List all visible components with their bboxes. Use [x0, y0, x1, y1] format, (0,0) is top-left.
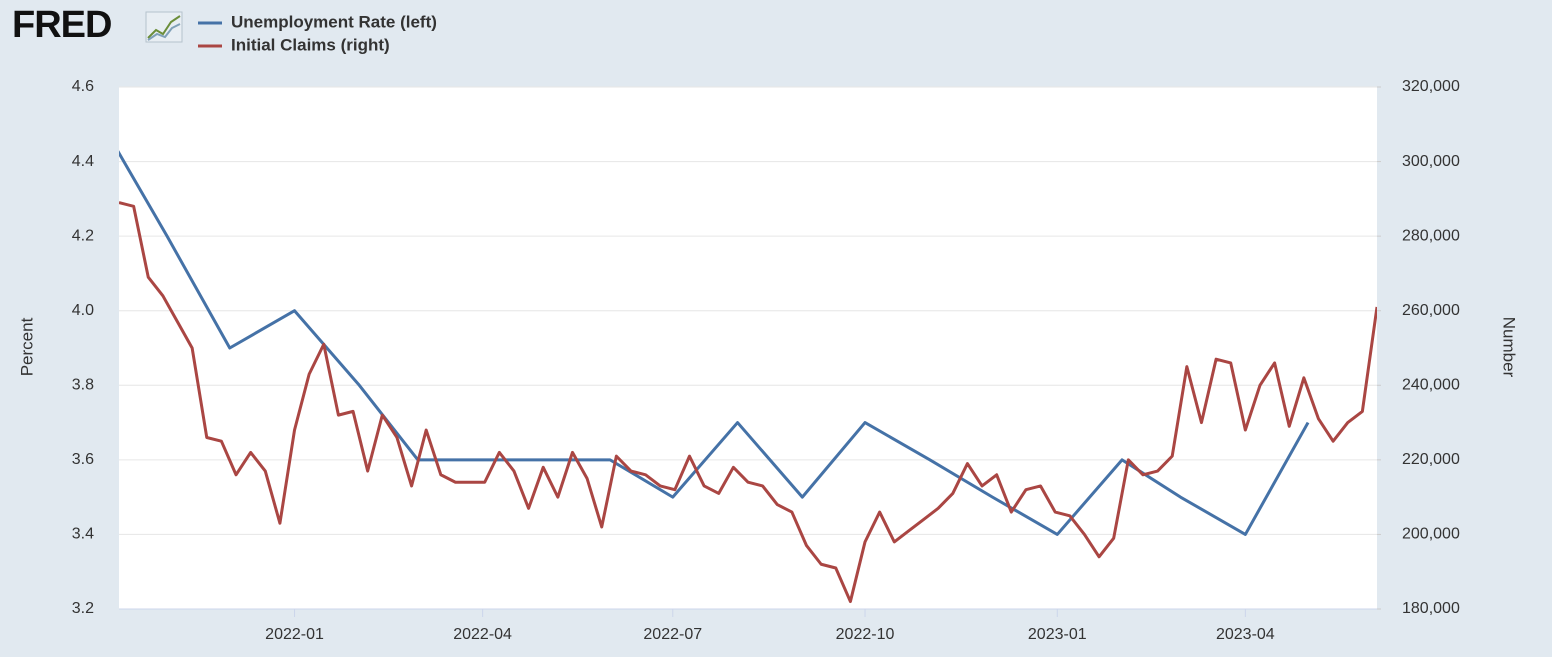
y-tick-label: 4.6: [72, 78, 94, 95]
y2-tick-label: 220,000: [1402, 451, 1460, 468]
x-tick-label: 2023-01: [1028, 626, 1087, 643]
y-tick-label: 4.2: [72, 227, 94, 244]
y2-tick-label: 240,000: [1402, 377, 1460, 394]
y-tick-label: 3.8: [72, 377, 94, 394]
logo: FRED: [12, 4, 111, 46]
y2-axis-label: Number: [1500, 317, 1519, 378]
y2-tick-label: 180,000: [1402, 600, 1460, 617]
y-axis-label: Percent: [17, 317, 36, 376]
series-group: [119, 150, 1377, 604]
y-tick-label: 3.4: [72, 526, 94, 543]
y2-tick-label: 300,000: [1402, 153, 1460, 170]
x-tick-label: 2022-04: [453, 626, 512, 643]
y-tick-label: 4.4: [72, 153, 94, 170]
y-tick-label: 3.6: [72, 451, 94, 468]
x-tick-label: 2023-04: [1216, 626, 1275, 643]
legend-label: Initial Claims (right): [231, 35, 390, 54]
series-line: [119, 150, 1310, 536]
legend: Unemployment Rate (left) Initial Claims (…: [198, 12, 437, 54]
y2-tick-label: 260,000: [1402, 302, 1460, 319]
y2-tick-label: 320,000: [1402, 78, 1460, 95]
y2-tick-label: 280,000: [1402, 227, 1460, 244]
y2-tick-label: 200,000: [1402, 526, 1460, 543]
series-line: [119, 201, 1377, 604]
logo-icon: [145, 11, 183, 43]
y-tick-label: 4.0: [72, 302, 94, 319]
legend-label: Unemployment Rate (left): [231, 12, 437, 31]
x-tick-label: 2022-07: [643, 626, 702, 643]
y-tick-label: 3.2: [72, 600, 94, 617]
x-tick-label: 2022-01: [265, 626, 324, 643]
plot-area: [119, 87, 1377, 609]
x-tick-label: 2022-10: [836, 626, 895, 643]
